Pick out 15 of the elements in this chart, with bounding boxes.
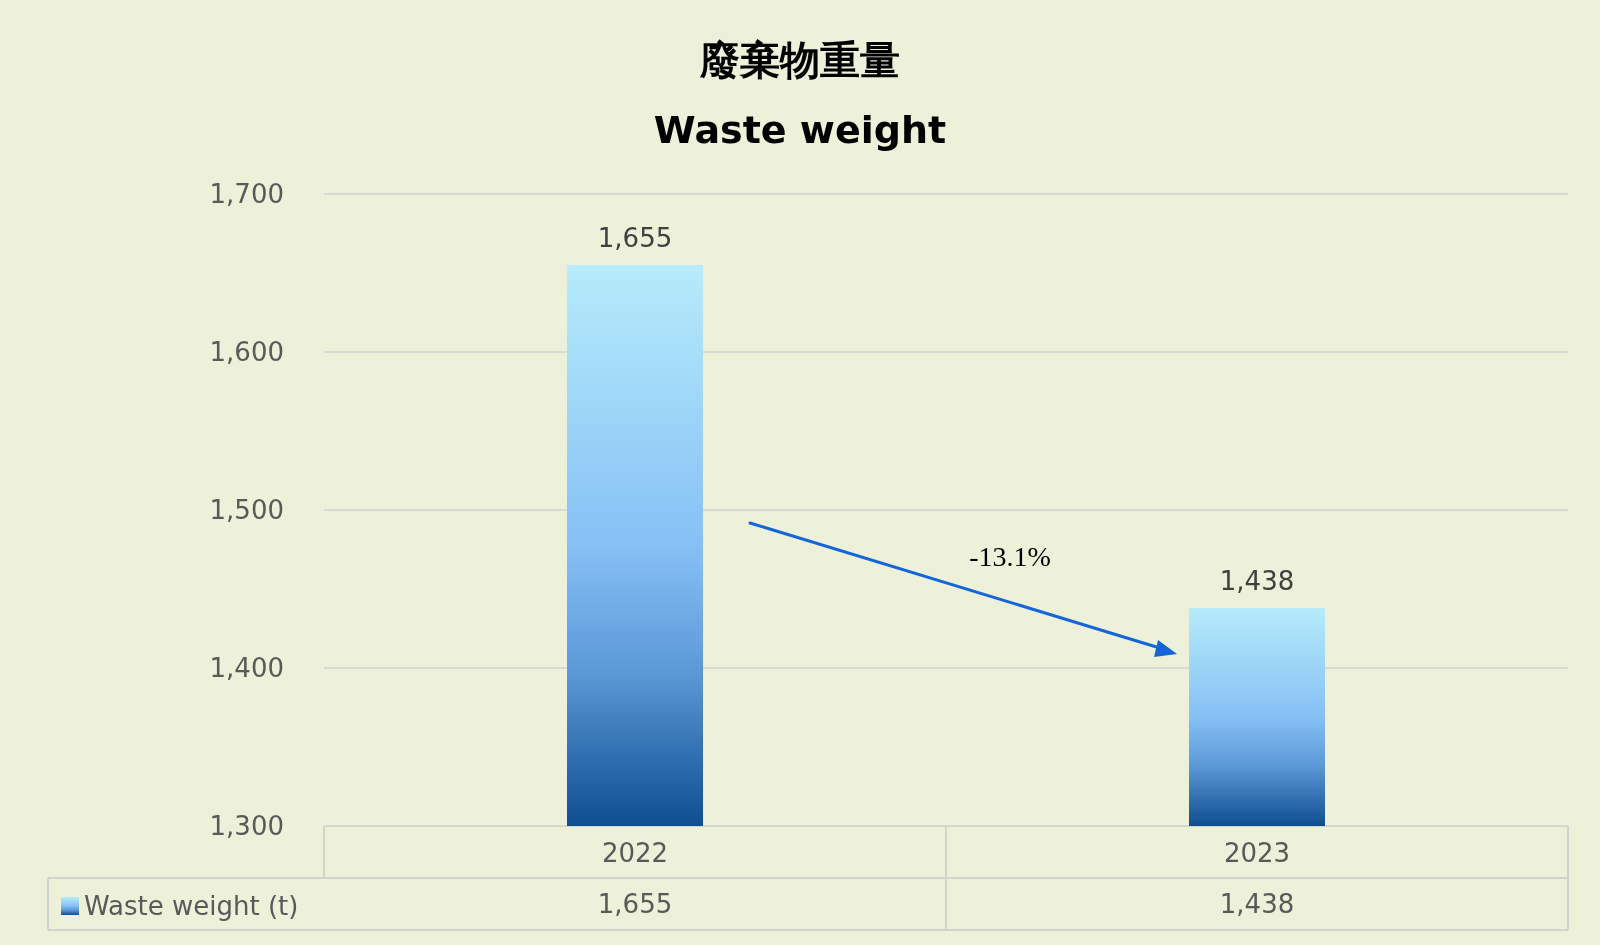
legend-label: Waste weight (t) xyxy=(84,891,299,921)
y-tick-label: 1,300 xyxy=(209,811,284,841)
chart-title: 廢棄物重量 xyxy=(699,37,900,83)
y-tick-label: 1,700 xyxy=(209,179,284,209)
data-label: 1,438 xyxy=(1219,889,1295,919)
y-tick-label: 1,600 xyxy=(209,337,284,367)
data-label: 1,655 xyxy=(597,889,673,919)
y-tick-label: 1,400 xyxy=(209,653,284,683)
x-tick-label: 2022 xyxy=(601,838,669,868)
text: 1,655 xyxy=(597,223,673,254)
text: 1,438 xyxy=(1219,565,1295,596)
y-tick-label: 1,500 xyxy=(209,495,284,525)
annotation: -13.1% xyxy=(969,540,1051,572)
chart-subtitle: Waste weight xyxy=(653,108,947,152)
x-tick-label: 2023 xyxy=(1223,838,1291,868)
